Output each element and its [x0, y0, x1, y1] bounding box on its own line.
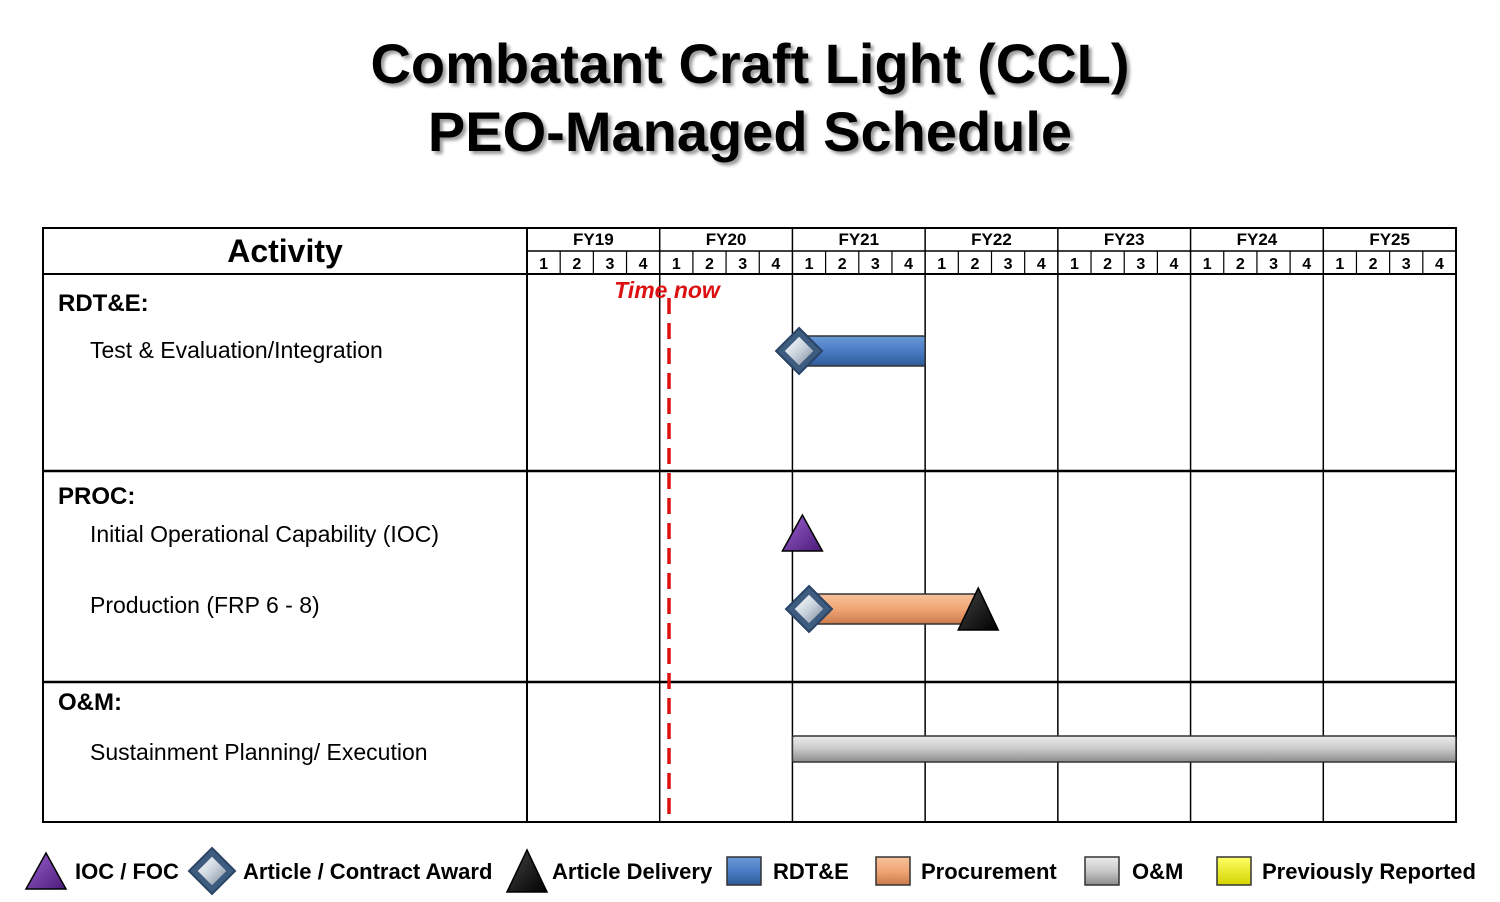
section-heading: RDT&E: [58, 290, 149, 317]
quarter-label: 4 [1170, 256, 1179, 273]
quarter-label: 3 [605, 256, 614, 273]
fy-label-fy19: FY19 [573, 230, 614, 249]
quarter-label: 3 [1269, 256, 1278, 273]
previously-reported-legend-swatch [1216, 856, 1252, 886]
rdte-legend-swatch [726, 856, 762, 886]
quarter-label: 2 [572, 256, 581, 273]
activity-label: Production (FRP 6 - 8) [90, 592, 320, 618]
quarter-label: 4 [1435, 256, 1444, 273]
quarter-label: 2 [1369, 256, 1378, 273]
procurement-bar [808, 593, 979, 625]
quarter-label: 1 [937, 256, 946, 273]
schedule-bars [791, 335, 1457, 763]
activity-label: Initial Operational Capability (IOC) [90, 521, 439, 547]
fy-label-fy24: FY24 [1237, 230, 1278, 249]
quarter-label: 1 [1203, 256, 1212, 273]
fy-label-fy21: FY21 [838, 230, 879, 249]
legend-label: Previously Reported [1262, 859, 1476, 884]
quarter-label: 3 [871, 256, 880, 273]
quarter-label: 4 [904, 256, 913, 273]
quarter-label: 3 [738, 256, 747, 273]
quarter-label: 2 [1103, 256, 1112, 273]
quarter-label: 2 [1236, 256, 1245, 273]
activity-labels: RDT&E: Test & Evaluation/Integration PROC:… [58, 290, 439, 765]
chart-title: Combatant Craft Light (CCL) PEO-Managed … [0, 30, 1500, 166]
activity-column-header: Activity [227, 233, 343, 269]
ioc-foc-triangle-icon [781, 513, 824, 552]
fy-label-fy23: FY23 [1104, 230, 1145, 249]
title-line-2: PEO-Managed Schedule [427, 100, 1073, 163]
quarter-label: 3 [1136, 256, 1145, 273]
ioc-foc-triangle-icon [24, 851, 68, 890]
chart-frame [42, 227, 1457, 823]
title-line-1: Combatant Craft Light (CCL) [370, 32, 1130, 95]
article-award-diamond-face [197, 856, 227, 886]
quarter-label: 4 [1037, 256, 1046, 273]
grid [42, 227, 1457, 823]
quarter-label: 2 [705, 256, 714, 273]
section-heading: PROC: [58, 483, 135, 510]
om-legend-swatch [1084, 856, 1120, 886]
quarter-label: 2 [970, 256, 979, 273]
fy-label-fy25: FY25 [1369, 230, 1410, 249]
article-award-diamond-face [784, 336, 814, 366]
quarter-label: 1 [672, 256, 681, 273]
legend: IOC / FOC Article / Contract Award Article… [24, 846, 1476, 896]
legend-label: Article / Contract Award [243, 859, 492, 884]
article-delivery-triangle-icon [957, 586, 1000, 631]
quarter-label: 4 [639, 256, 648, 273]
legend-label: IOC / FOC [75, 859, 179, 884]
time-now-marker: Time now [614, 277, 722, 815]
quarter-label: 1 [539, 256, 548, 273]
article-delivery-triangle-icon [505, 848, 549, 893]
timeline-header: FY19 1 2 3 4 FY20 1 2 3 4 FY21 1 2 3 4 FY22 1 2 3 4 FY23 1 2 3 4… [227, 230, 1444, 273]
legend-label: O&M [1132, 859, 1183, 884]
quarter-label: 2 [838, 256, 847, 273]
quarter-label: 3 [1004, 256, 1013, 273]
activity-label: Sustainment Planning/ Execution [90, 739, 428, 765]
legend-label: Article Delivery [552, 859, 713, 884]
legend-label: RDT&E [773, 859, 849, 884]
quarter-label: 4 [771, 256, 780, 273]
fy-label-fy20: FY20 [706, 230, 747, 249]
quarter-label: 3 [1402, 256, 1411, 273]
section-heading: O&M: [58, 689, 122, 716]
quarter-label: 1 [1335, 256, 1344, 273]
milestones [774, 326, 1000, 634]
om-bar [791, 735, 1457, 763]
legend-label: Procurement [921, 859, 1057, 884]
procurement-legend-swatch [875, 856, 911, 886]
quarter-label: 1 [805, 256, 814, 273]
article-award-diamond-face [794, 594, 824, 624]
quarter-label: 1 [1070, 256, 1079, 273]
quarter-label: 4 [1302, 256, 1311, 273]
fy-label-fy22: FY22 [971, 230, 1012, 249]
time-now-label: Time now [614, 277, 722, 303]
activity-label: Test & Evaluation/Integration [90, 337, 383, 363]
